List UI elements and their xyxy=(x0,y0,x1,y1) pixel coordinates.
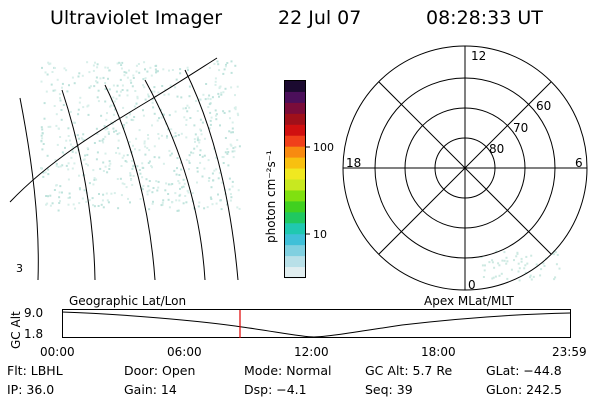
colorbar-cell xyxy=(285,267,305,279)
geographic-image-panel: 3 xyxy=(9,57,241,281)
colorbar-cell xyxy=(285,223,305,235)
colorbar-cell xyxy=(285,135,305,148)
lat-label-60: 60 xyxy=(536,99,551,113)
map-edge-glyph: 3 xyxy=(16,262,23,275)
mlt-label-18: 18 xyxy=(346,156,361,170)
timeline-y-tick-1-8: 1.8 xyxy=(24,327,44,341)
color-bar xyxy=(284,80,310,279)
lat-label-80: 80 xyxy=(489,142,504,156)
mlt-label-12: 12 xyxy=(471,49,486,63)
info-gc-alt: GC Alt: 5.7 Re xyxy=(365,363,453,378)
colorbar-unit-label: photon cm⁻²s⁻¹ xyxy=(264,150,278,243)
colorbar-cell xyxy=(285,157,305,169)
info-filter: Flt: LBHL xyxy=(7,363,63,378)
info-mode: Mode: Normal xyxy=(244,363,332,378)
longitude-line xyxy=(19,97,39,281)
lat-label-70: 70 xyxy=(513,121,528,135)
info-dsp: Dsp: −4.1 xyxy=(244,382,307,397)
mlt-label-0: 0 xyxy=(468,278,476,292)
timeline-x-tick-1800: 18:00 xyxy=(421,345,456,359)
timeline-y-tick-9: 9.0 xyxy=(24,306,44,320)
longitude-line xyxy=(61,89,96,281)
timeline-left-title: Geographic Lat/Lon xyxy=(69,294,187,308)
colorbar-cell xyxy=(285,245,305,257)
instrument-title: Ultraviolet Imager xyxy=(50,7,223,29)
latitude-line xyxy=(9,57,218,203)
timeline-y-label: GC Alt xyxy=(9,311,23,349)
colorbar-cell xyxy=(285,81,305,93)
altitude-curve xyxy=(61,311,571,338)
info-glat: GLat: −44.8 xyxy=(486,363,562,378)
colorbar-tick-100: 100 xyxy=(313,141,334,154)
colorbar-cell xyxy=(285,179,305,191)
info-glon: GLon: 242.5 xyxy=(486,382,562,397)
colorbar-cell xyxy=(285,146,305,159)
colorbar-cell xyxy=(285,113,305,126)
colorbar-cell xyxy=(285,102,305,115)
colorbar-cell xyxy=(285,190,305,202)
longitude-line xyxy=(184,69,239,281)
colorbar-cell xyxy=(285,234,305,246)
info-gain: Gain: 14 xyxy=(124,382,177,397)
colorbar-tick-10: 10 xyxy=(313,228,327,241)
mlt-label-6: 6 xyxy=(575,156,583,170)
timeline-x-tick-1200: 12:00 xyxy=(294,345,329,359)
colorbar-cell xyxy=(285,256,305,268)
info-door: Door: Open xyxy=(124,363,196,378)
timeline-x-tick-0000: 00:00 xyxy=(40,345,75,359)
header-time: 08:28:33 UT xyxy=(426,7,543,29)
info-seq: Seq: 39 xyxy=(365,382,413,397)
longitude-line xyxy=(104,84,156,281)
timeline-frame xyxy=(62,309,571,338)
altitude-timeline xyxy=(61,309,571,338)
header-date: 22 Jul 07 xyxy=(278,7,362,29)
timeline-x-tick-2359: 23:59 xyxy=(552,345,587,359)
info-ip: IP: 36.0 xyxy=(7,382,55,397)
meridian-diagonal xyxy=(378,81,552,255)
longitude-line xyxy=(144,79,206,281)
timeline-right-title: Apex MLat/MLT xyxy=(424,294,514,308)
uv-emission-speckle xyxy=(40,60,241,212)
polar-grid: 12 18 6 0 60 70 80 xyxy=(342,45,588,292)
timeline-x-tick-0600: 06:00 xyxy=(167,345,202,359)
colorbar-cell xyxy=(285,212,305,224)
colorbar-cell xyxy=(285,201,305,213)
colorbar-cell xyxy=(285,124,305,137)
colorbar-cell xyxy=(285,91,305,104)
colorbar-cell xyxy=(285,168,305,180)
